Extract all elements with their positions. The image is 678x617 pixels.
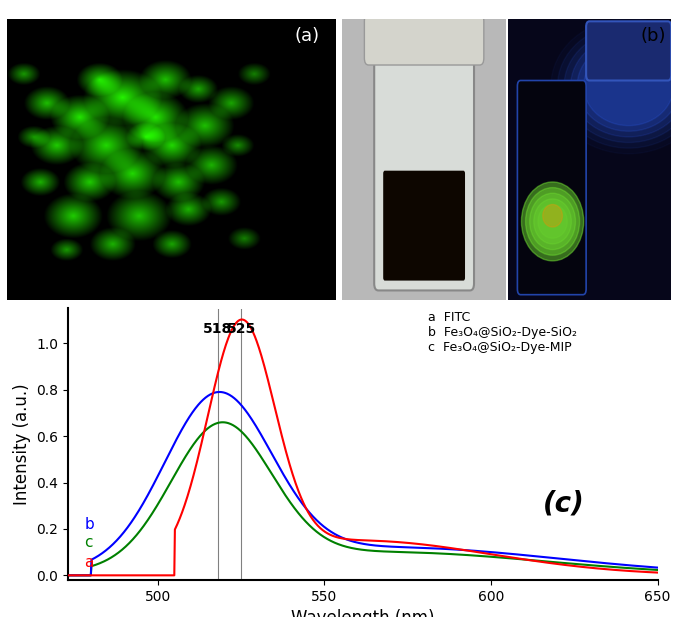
Ellipse shape [525, 188, 580, 255]
Text: c: c [85, 536, 93, 550]
Ellipse shape [534, 199, 572, 244]
FancyBboxPatch shape [364, 14, 484, 65]
Ellipse shape [543, 204, 562, 227]
Text: (a): (a) [294, 27, 319, 45]
FancyBboxPatch shape [383, 171, 465, 281]
Ellipse shape [557, 24, 678, 148]
Ellipse shape [521, 182, 584, 261]
Text: 525: 525 [226, 322, 256, 336]
Text: 518: 518 [203, 322, 233, 336]
Ellipse shape [530, 193, 576, 250]
Text: (b): (b) [641, 27, 666, 45]
Y-axis label: Intensity (a.u.): Intensity (a.u.) [12, 383, 31, 505]
Text: (c): (c) [542, 490, 584, 518]
Text: a: a [85, 555, 94, 570]
FancyBboxPatch shape [374, 48, 474, 291]
Ellipse shape [584, 47, 674, 126]
X-axis label: Wavelength (nm): Wavelength (nm) [291, 609, 435, 617]
Text: b: b [85, 517, 94, 532]
Ellipse shape [577, 41, 678, 131]
Ellipse shape [564, 30, 678, 143]
FancyBboxPatch shape [586, 22, 671, 80]
Ellipse shape [571, 35, 678, 137]
Text: a  FITC
b  Fe₃O₄@SiO₂-Dye-SiO₂
c  Fe₃O₄@SiO₂-Dye-MIP: a FITC b Fe₃O₄@SiO₂-Dye-SiO₂ c Fe₃O₄@SiO… [428, 311, 576, 354]
FancyBboxPatch shape [517, 80, 586, 295]
Ellipse shape [538, 204, 567, 238]
